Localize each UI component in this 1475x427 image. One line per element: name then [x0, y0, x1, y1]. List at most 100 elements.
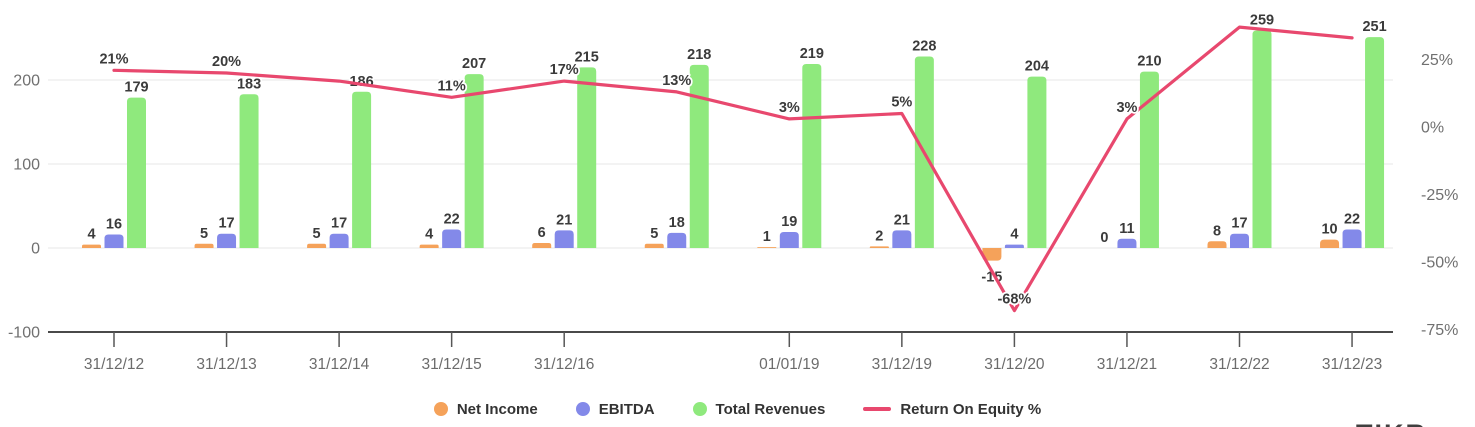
legend: Net Income EBITDA Total Revenues Return On …	[0, 396, 1475, 422]
legend-dot-marker-total-revenues	[692, 402, 707, 416]
x-axis-label: 31/12/14	[309, 356, 370, 373]
y-axis-tick-right: -75%	[1421, 322, 1458, 339]
roe-value-label: 11%	[438, 78, 466, 94]
bar-value-label: 215	[575, 49, 599, 65]
bar-net-income	[194, 243, 214, 248]
roe-value-label: 21%	[99, 51, 128, 67]
bar-net-income	[982, 248, 1002, 261]
bar-net-income	[307, 243, 327, 248]
bar-total-revenues	[577, 67, 597, 249]
x-axis-label: 31/12/16	[534, 356, 594, 373]
y-axis-tick-left: 200	[13, 73, 40, 90]
bar-total-revenues	[1139, 71, 1159, 248]
y-axis-tick-left: -100	[8, 325, 40, 342]
bar-total-revenues	[239, 94, 259, 248]
roe-value-label: 13%	[662, 73, 691, 89]
bar-net-income	[644, 243, 664, 248]
bar-value-label: 4	[1010, 227, 1018, 243]
bar-ebitda	[779, 232, 799, 248]
bar-total-revenues	[802, 64, 822, 248]
bar-value-label: 0	[1100, 230, 1108, 246]
bar-net-income	[419, 244, 439, 248]
bar-value-label: 210	[1137, 54, 1161, 70]
bar-value-label: 6	[538, 225, 546, 241]
bar-value-label: 207	[462, 56, 486, 72]
roe-value-label: -68%	[997, 292, 1031, 308]
bar-value-label: 21	[556, 212, 572, 228]
legend-item-return-on-equity-[interactable]: Return On Equity %	[863, 401, 1041, 418]
bar-value-label: 17	[1231, 216, 1247, 232]
legend-item-ebitda[interactable]: EBITDA	[575, 400, 655, 418]
bar-value-label: 183	[237, 76, 261, 92]
bar-value-label: 22	[444, 212, 460, 228]
bar-value-label: 17	[218, 216, 234, 232]
roe-value-label: 3%	[1116, 100, 1137, 116]
bar-value-label: 5	[650, 226, 658, 242]
x-axis-label: 31/12/21	[1097, 356, 1157, 373]
y-axis-tick-left: 0	[31, 241, 40, 258]
bar-value-label: 16	[106, 217, 122, 233]
bar-ebitda	[442, 229, 462, 248]
bar-ebitda	[554, 230, 574, 248]
x-axis-label: 31/12/20	[984, 356, 1045, 373]
bar-total-revenues	[1365, 37, 1385, 248]
x-axis-label: 01/01/19	[759, 356, 819, 373]
roe-value-label: 5%	[891, 95, 912, 111]
bar-value-label: 218	[687, 47, 711, 63]
legend-label-total-revenues: Total Revenues	[715, 400, 826, 418]
legend-item-net-income[interactable]: Net Income	[433, 401, 538, 418]
tikr-watermark: TIKR	[1356, 419, 1427, 427]
bar-net-income	[532, 242, 552, 248]
legend-dot-marker-net-income	[433, 402, 448, 416]
bar-net-income	[869, 246, 889, 248]
bar-ebitda	[1004, 244, 1024, 248]
bar-total-revenues	[352, 91, 372, 248]
bar-value-label: 179	[124, 80, 148, 96]
bar-value-label: 228	[912, 38, 936, 54]
bar-ebitda	[104, 234, 124, 248]
legend-label-return-on-equity-: Return On Equity %	[900, 400, 1042, 418]
legend-line-marker-return-on-equity-	[863, 407, 892, 411]
y-axis-tick-right: -25%	[1421, 187, 1458, 204]
roe-line	[112, 25, 1354, 313]
bar-value-label: 219	[800, 46, 824, 62]
bar-net-income	[757, 247, 777, 248]
bar-ebitda	[892, 230, 912, 248]
bar-value-label: 4	[87, 227, 95, 243]
bar-value-label: 8	[1213, 223, 1221, 239]
bar-ebitda	[1230, 233, 1249, 248]
bar-value-label: 21	[894, 212, 910, 228]
legend-label-ebitda: EBITDA	[598, 400, 655, 418]
bar-value-label: 5	[313, 226, 321, 242]
x-axis-label: 31/12/23	[1322, 356, 1382, 373]
legend-item-total-revenues[interactable]: Total Revenues	[692, 400, 826, 418]
bar-ebitda	[1117, 238, 1137, 248]
bar-net-income	[82, 244, 101, 248]
bar-value-label: 17	[331, 216, 347, 232]
y-axis-tick-right: 25%	[1421, 52, 1453, 69]
bar-value-label: 18	[669, 215, 685, 231]
bar-ebitda	[667, 232, 687, 248]
bar-value-label: 22	[1344, 212, 1360, 228]
bar-net-income	[1320, 239, 1340, 248]
bar-value-label: 10	[1321, 222, 1337, 238]
bar-value-label: 4	[425, 227, 433, 243]
roe-value-label: 20%	[212, 54, 241, 70]
y-axis-tick-right: 0%	[1421, 120, 1444, 137]
x-axis-label: 31/12/22	[1209, 356, 1269, 373]
bar-value-label: 2	[875, 228, 883, 244]
bar-net-income	[1207, 241, 1227, 248]
roe-value-label: 3%	[779, 100, 800, 116]
roe-value-label: 17%	[550, 62, 579, 78]
bar-value-label: 204	[1025, 59, 1049, 75]
bar-total-revenues	[1027, 76, 1047, 248]
bar-total-revenues	[689, 64, 709, 248]
bar-ebitda	[1342, 229, 1362, 248]
bar-value-label: 251	[1362, 19, 1386, 35]
bar-value-label: 259	[1250, 12, 1274, 28]
y-axis-tick-right: -50%	[1421, 255, 1458, 272]
x-axis-label: 31/12/12	[84, 356, 144, 373]
x-axis-label: 31/12/19	[872, 356, 932, 373]
bar-ebitda	[217, 233, 237, 248]
